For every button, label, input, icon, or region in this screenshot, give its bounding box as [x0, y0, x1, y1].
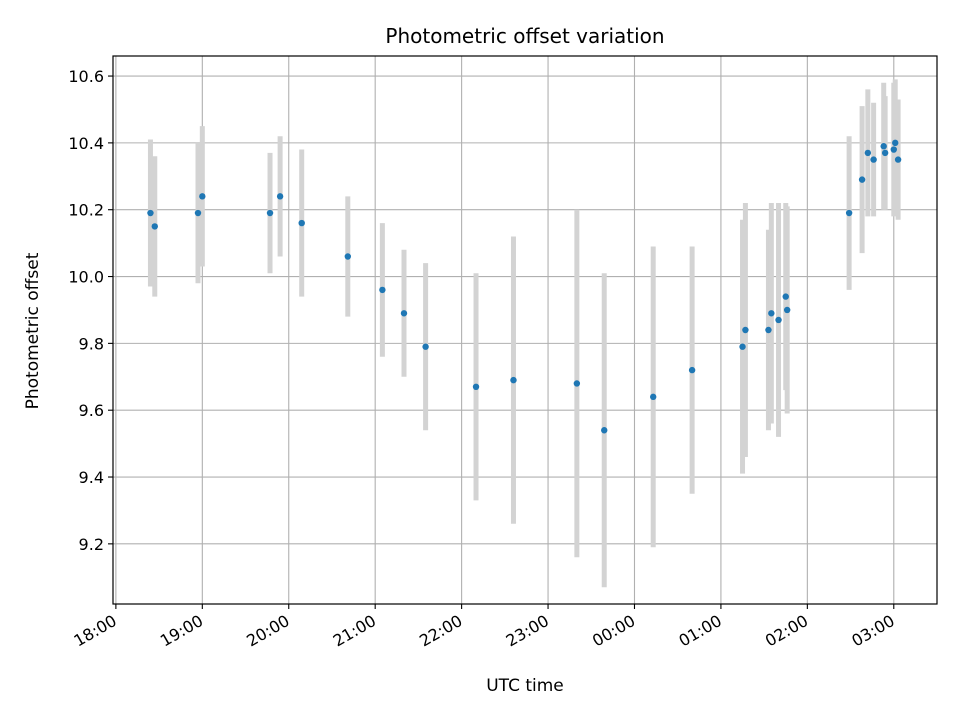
x-axis-title: UTC time	[486, 676, 564, 696]
data-point	[379, 286, 386, 294]
data-point	[422, 343, 429, 350]
data-point	[783, 306, 791, 314]
chart-title: Photometric offset variation	[385, 24, 664, 48]
data-point	[782, 293, 789, 300]
data-point	[298, 219, 305, 227]
data-point	[880, 143, 887, 150]
data-point	[510, 376, 517, 384]
y-tick-label: 10.2	[68, 201, 104, 220]
data-point	[775, 316, 782, 324]
data-point	[151, 223, 158, 230]
plot-frame	[112, 55, 938, 605]
y-tick-label: 10.4	[68, 134, 104, 153]
data-point	[881, 149, 889, 157]
y-tick-label: 9.6	[79, 401, 104, 420]
data-point	[147, 209, 154, 217]
data-point	[845, 209, 853, 217]
grid-lines	[113, 56, 937, 604]
data-point	[194, 209, 202, 217]
data-point	[650, 393, 657, 401]
data-point	[894, 156, 902, 163]
data-points	[147, 139, 902, 434]
y-tick-label: 10.6	[68, 67, 104, 86]
data-point	[400, 310, 408, 317]
data-point	[892, 139, 899, 147]
data-point	[742, 326, 749, 334]
data-point	[768, 310, 775, 317]
y-tick-label: 10.0	[68, 268, 104, 287]
data-point	[472, 383, 480, 391]
y-tick-label: 9.8	[79, 334, 104, 353]
y-axis-title: Photometric offset	[23, 252, 43, 409]
data-point	[890, 146, 897, 153]
data-point	[858, 176, 866, 183]
data-point	[870, 156, 877, 163]
data-point	[276, 193, 284, 200]
y-tick-label: 9.4	[79, 468, 104, 487]
data-point	[688, 366, 696, 374]
y-tick-label: 9.2	[79, 535, 104, 554]
data-point	[601, 427, 608, 434]
data-point	[864, 149, 872, 157]
data-point	[266, 209, 274, 217]
data-point	[739, 343, 746, 350]
data-point	[344, 253, 352, 260]
data-point	[199, 193, 206, 200]
data-point	[573, 380, 581, 387]
data-point	[765, 326, 772, 334]
